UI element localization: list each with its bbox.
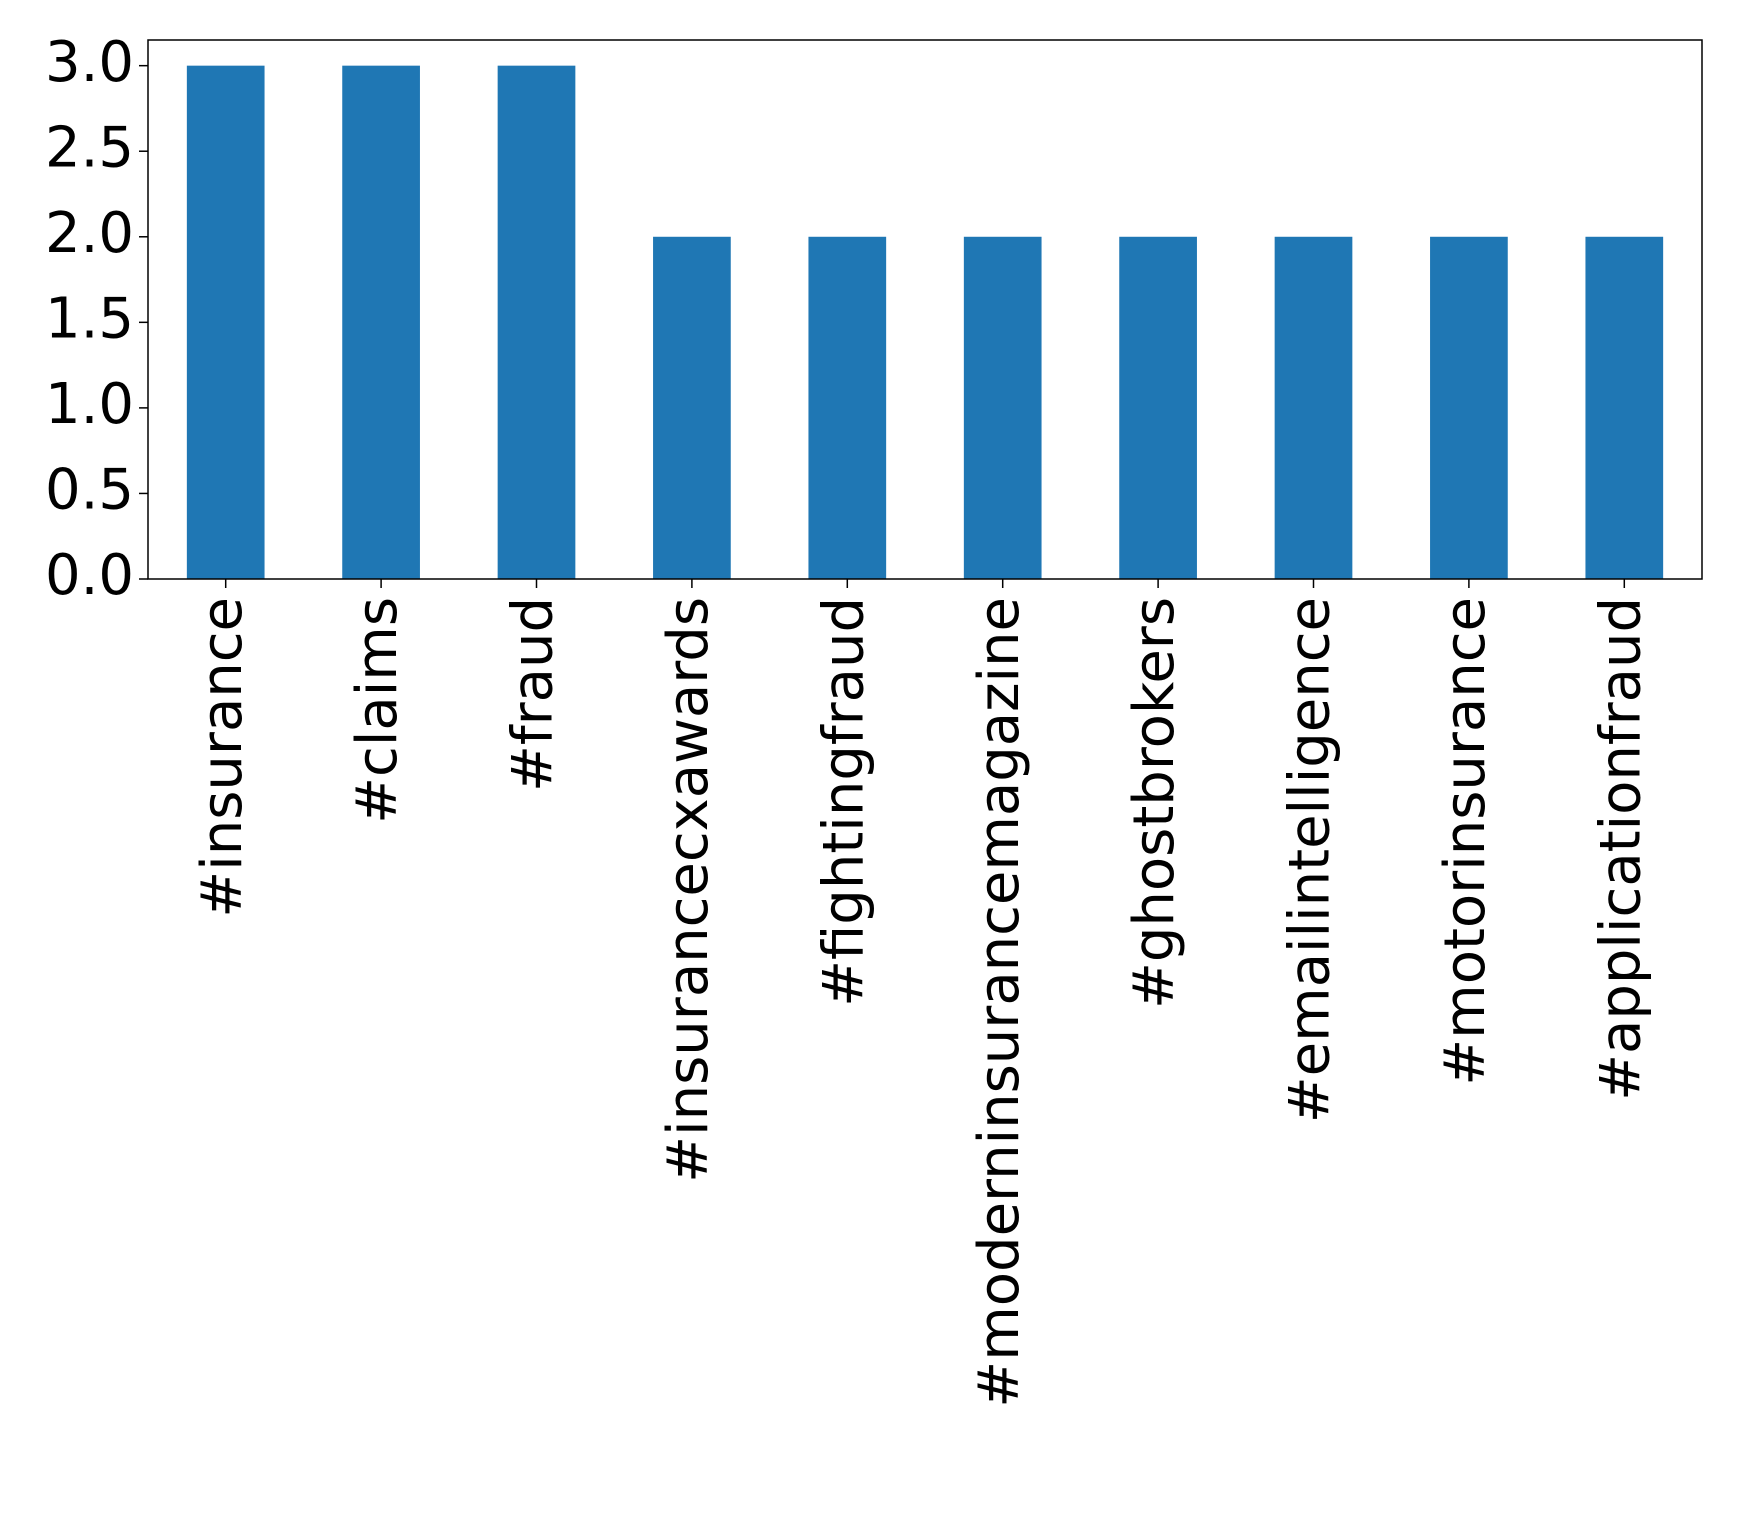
y-tick-label: 2.0 xyxy=(45,201,134,266)
x-tick-label: #motorinsurance xyxy=(1433,597,1498,1086)
x-tick-label: #ghostbrokers xyxy=(1122,597,1187,1009)
bars-group xyxy=(186,65,1664,579)
x-tick-label: #fightingfraud xyxy=(811,597,876,1007)
y-tick-label: 0.0 xyxy=(45,543,134,608)
bar-fightingfraud xyxy=(808,236,887,579)
bar-fraud xyxy=(497,65,576,579)
y-tick-label: 1.5 xyxy=(45,286,134,351)
x-axis: #insurance #claims #fraud #insurancecxaward… xyxy=(190,579,1653,1408)
bar-applicationfraud xyxy=(1585,236,1664,579)
x-tick-label: #fraud xyxy=(501,597,566,792)
y-tick-label: 2.5 xyxy=(45,115,134,180)
bar-moderninsurancemagazine xyxy=(963,236,1042,579)
bar-motorinsurance xyxy=(1430,236,1508,579)
x-tick-label: #insurancecxawards xyxy=(656,597,721,1183)
bar-claims xyxy=(342,65,420,579)
y-tick-label: 0.5 xyxy=(45,458,134,523)
plot-frame xyxy=(147,39,1703,580)
y-axis: 0.0 0.5 1.0 1.5 2.0 2.5 3.0 xyxy=(45,30,148,608)
bar-insurancecxawards xyxy=(653,236,731,579)
y-tick-label: 1.0 xyxy=(45,372,134,437)
x-tick-label: #moderninsurancemagazine xyxy=(967,597,1032,1408)
x-tick-label: #applicationfraud xyxy=(1588,597,1653,1101)
x-tick-label: #claims xyxy=(345,597,410,824)
x-tick-label: #emailintelligence xyxy=(1278,597,1343,1123)
x-tick-label: #insurance xyxy=(190,597,255,918)
bar-ghostbrokers xyxy=(1119,236,1197,579)
bar-emailintelligence xyxy=(1274,236,1353,579)
y-tick-label: 3.0 xyxy=(45,30,134,95)
bar-insurance xyxy=(186,65,265,579)
